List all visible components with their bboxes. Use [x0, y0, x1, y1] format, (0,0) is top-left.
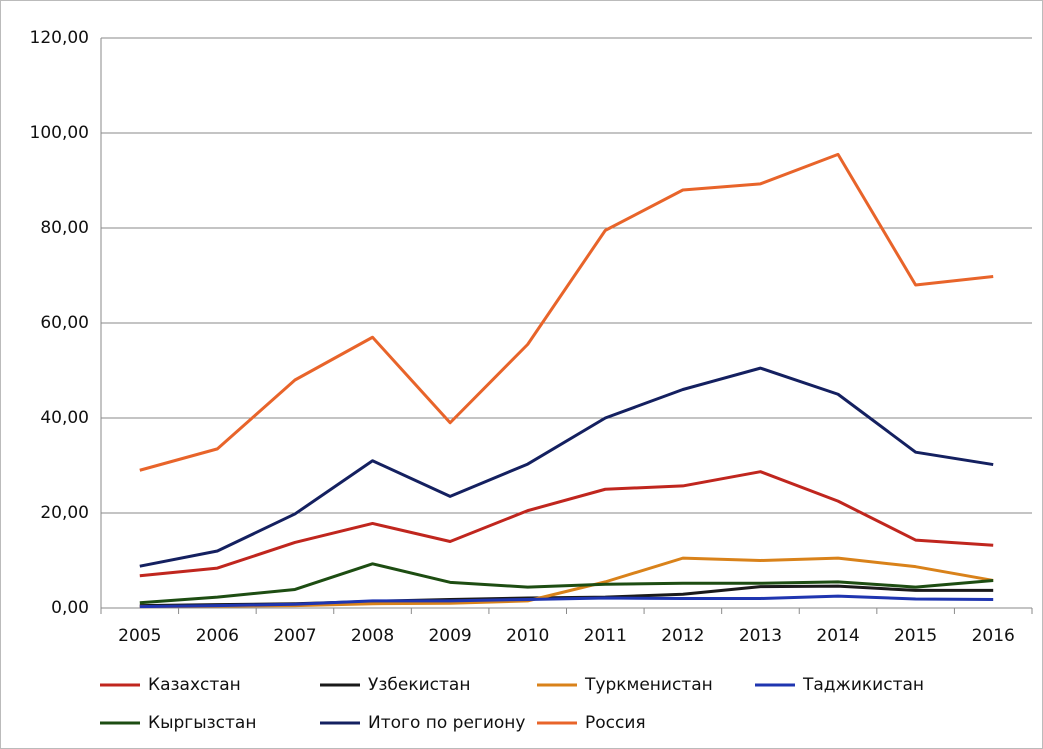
- series-line: [139, 562, 994, 605]
- legend-label: Туркменистан: [584, 675, 713, 695]
- y-tick-label: 80,00: [40, 218, 89, 238]
- y-tick-label: 0,00: [51, 598, 89, 618]
- y-tick-label: 40,00: [40, 408, 89, 428]
- x-tick-label: 2012: [661, 626, 704, 646]
- x-tick-label: 2005: [118, 626, 161, 646]
- legend-label: Узбекистан: [368, 675, 470, 695]
- legend-label: Казахстан: [148, 675, 241, 695]
- legend-label: Россия: [585, 713, 646, 733]
- series-line: [139, 594, 994, 609]
- x-tick-label: 2015: [894, 626, 937, 646]
- x-tick-label: 2014: [816, 626, 859, 646]
- series-line: [139, 366, 994, 568]
- legend-label: Итого по региону: [368, 713, 525, 733]
- y-tick-label: 60,00: [40, 313, 89, 333]
- x-tick-label: 2013: [739, 626, 782, 646]
- x-tick-label: 2006: [196, 626, 239, 646]
- y-tick-label: 100,00: [30, 123, 89, 143]
- x-tick-label: 2011: [584, 626, 627, 646]
- legend-label: Кыргызстан: [148, 713, 256, 733]
- series-line: [139, 152, 994, 472]
- x-tick-label: 2009: [428, 626, 471, 646]
- x-tick-label: 2008: [351, 626, 394, 646]
- legend-label: Таджикистан: [802, 675, 924, 695]
- x-tick-label: 2007: [273, 626, 316, 646]
- series-line: [139, 470, 994, 578]
- x-tick-label: 2010: [506, 626, 549, 646]
- x-tick-label: 2016: [972, 626, 1015, 646]
- y-tick-label: 20,00: [40, 503, 89, 523]
- y-tick-label: 120,00: [30, 28, 89, 48]
